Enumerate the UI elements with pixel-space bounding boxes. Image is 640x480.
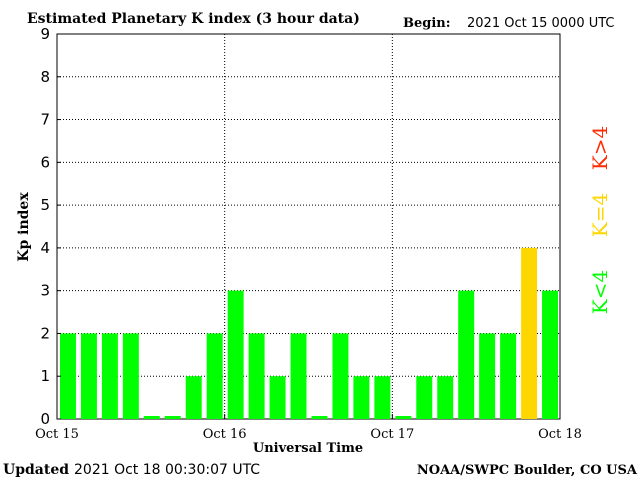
x-axis-label: Universal Time xyxy=(253,441,363,456)
y-tick-label: 9 xyxy=(40,25,50,43)
kp-bar xyxy=(542,290,558,419)
kp-bar xyxy=(458,290,475,419)
legend-k-above-4: K>4 xyxy=(588,126,612,170)
y-tick-label: 8 xyxy=(40,68,50,86)
x-tick-label: Oct 18 xyxy=(538,427,582,442)
kp-bar xyxy=(500,333,517,419)
y-tick-label: 7 xyxy=(40,111,50,129)
kp-bar xyxy=(437,376,454,419)
x-tick-label: Oct 16 xyxy=(203,427,247,442)
x-axis-ticks: Oct 15 Oct 16 Oct 17 Oct 18 xyxy=(35,414,582,442)
y-axis-label: Kp index xyxy=(16,192,32,262)
kp-bar xyxy=(521,247,538,419)
chart-title: Estimated Planetary K index (3 hour data… xyxy=(27,11,360,27)
kp-bar xyxy=(80,333,97,419)
kp-bar xyxy=(269,376,286,419)
bars xyxy=(60,247,558,419)
kp-bar xyxy=(332,333,349,419)
y-axis-ticks: 0 1 2 3 4 5 6 7 8 9 xyxy=(40,25,61,428)
legend-k-below-4: K<4 xyxy=(588,270,612,314)
y-tick-label: 4 xyxy=(40,239,50,257)
kp-bar xyxy=(122,333,139,419)
kp-bar xyxy=(60,333,76,419)
kp-bar xyxy=(143,416,160,419)
x-tick-label: Oct 15 xyxy=(35,427,79,442)
legend-k-equal-4: K=4 xyxy=(588,193,612,237)
y-tick-label: 6 xyxy=(40,153,50,171)
y-tick-label: 0 xyxy=(40,410,50,428)
source-credit: NOAA/SWPC Boulder, CO USA xyxy=(417,463,638,478)
y-tick-label: 1 xyxy=(40,367,50,385)
kp-bar xyxy=(248,333,265,419)
kp-bar xyxy=(395,416,412,419)
plot-area xyxy=(56,33,561,420)
begin-label: Begin: xyxy=(403,16,451,31)
kp-bar xyxy=(164,416,181,419)
begin-value: 2021 Oct 15 0000 UTC xyxy=(467,16,615,31)
updated-label: Updated xyxy=(3,462,69,478)
x-tick-label: Oct 17 xyxy=(370,427,414,442)
grid-lines xyxy=(57,34,560,419)
y-tick-label: 2 xyxy=(40,324,50,342)
kp-bar xyxy=(101,333,118,419)
kp-bar xyxy=(185,376,202,419)
kp-bar xyxy=(311,416,328,419)
kp-bar xyxy=(374,376,391,419)
updated-value: 2021 Oct 18 00:30:07 UTC xyxy=(74,462,260,478)
kp-bar xyxy=(416,376,433,419)
kp-bar xyxy=(479,333,496,419)
kp-bar xyxy=(227,290,244,419)
y-tick-label: 5 xyxy=(40,196,50,214)
kp-bar xyxy=(290,333,307,419)
kp-bar xyxy=(353,376,370,419)
kp-bar xyxy=(206,333,223,419)
y-tick-label: 3 xyxy=(40,282,50,300)
